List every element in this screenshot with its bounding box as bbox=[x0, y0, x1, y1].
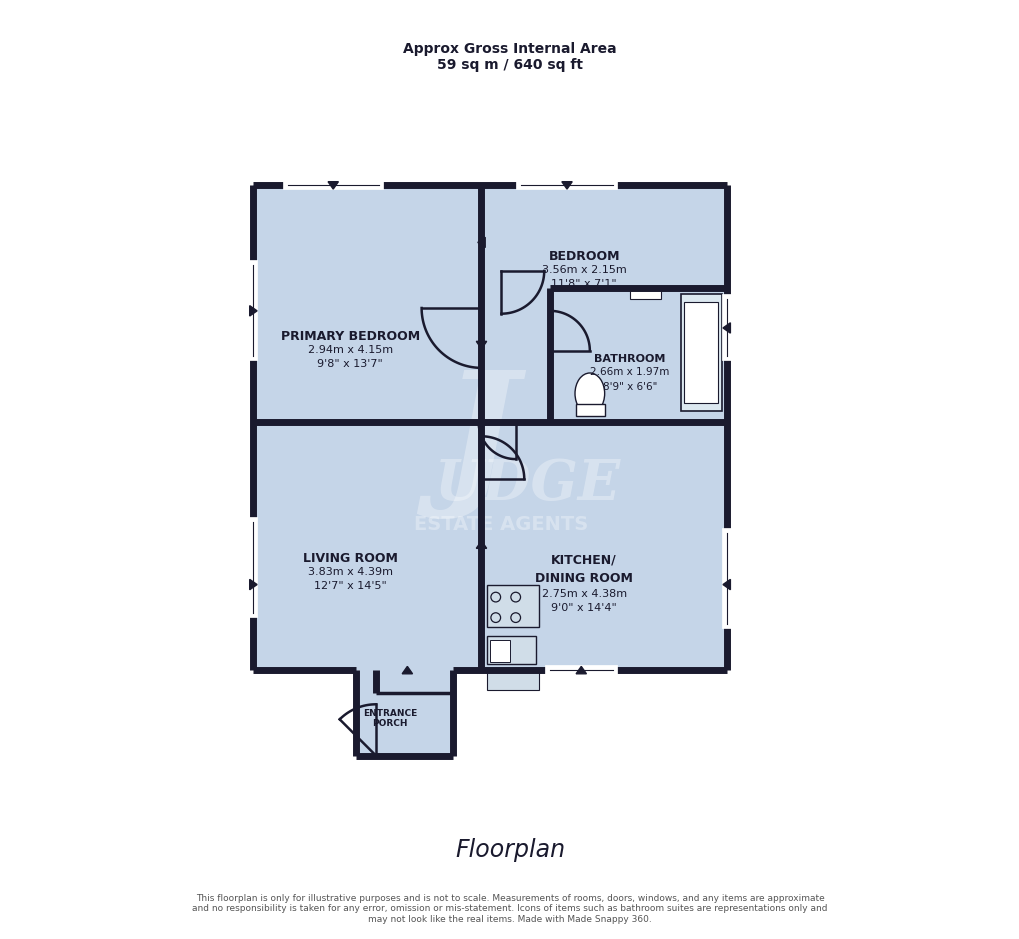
Polygon shape bbox=[476, 342, 486, 348]
Text: BEDROOM: BEDROOM bbox=[548, 250, 620, 263]
Polygon shape bbox=[722, 579, 730, 590]
Bar bbox=[489, 639, 510, 662]
Text: LIVING ROOM: LIVING ROOM bbox=[303, 552, 397, 565]
Text: 3.83m x 4.39m: 3.83m x 4.39m bbox=[308, 567, 392, 577]
Bar bbox=[487, 585, 538, 627]
Text: This floorplan is only for illustrative purposes and is not to scale. Measuremen: This floorplan is only for illustrative … bbox=[192, 894, 827, 924]
Bar bbox=[575, 404, 604, 416]
Text: 2.75m x 4.38m: 2.75m x 4.38m bbox=[541, 589, 626, 599]
Polygon shape bbox=[250, 306, 257, 316]
Text: 8'9" x 6'6": 8'9" x 6'6" bbox=[602, 381, 656, 392]
Text: J: J bbox=[440, 365, 516, 519]
Bar bbox=[684, 301, 717, 403]
Polygon shape bbox=[477, 238, 485, 248]
Polygon shape bbox=[561, 181, 572, 189]
Text: 9'0" x 14'4": 9'0" x 14'4" bbox=[550, 603, 616, 613]
Polygon shape bbox=[328, 181, 338, 189]
Ellipse shape bbox=[575, 373, 604, 414]
Polygon shape bbox=[401, 667, 412, 674]
Bar bbox=[487, 636, 535, 665]
Bar bbox=[487, 670, 538, 690]
Text: KITCHEN/: KITCHEN/ bbox=[550, 553, 616, 566]
Text: 2.94m x 4.15m: 2.94m x 4.15m bbox=[308, 345, 392, 355]
Polygon shape bbox=[250, 579, 257, 590]
Polygon shape bbox=[576, 667, 586, 674]
Polygon shape bbox=[476, 541, 486, 548]
Text: Floorplan: Floorplan bbox=[454, 838, 565, 862]
Text: PRIMARY BEDROOM: PRIMARY BEDROOM bbox=[280, 330, 420, 343]
Bar bbox=[629, 290, 660, 300]
Text: UDGE: UDGE bbox=[434, 457, 620, 513]
Bar bbox=[681, 294, 721, 410]
Polygon shape bbox=[356, 670, 452, 756]
Text: BATHROOM: BATHROOM bbox=[593, 354, 664, 364]
Text: DINING ROOM: DINING ROOM bbox=[535, 572, 633, 585]
Polygon shape bbox=[253, 185, 726, 670]
Text: 11'8" x 7'1": 11'8" x 7'1" bbox=[551, 279, 616, 289]
Text: 2.66m x 1.97m: 2.66m x 1.97m bbox=[589, 367, 668, 377]
Text: Approx Gross Internal Area
59 sq m / 640 sq ft: Approx Gross Internal Area 59 sq m / 640… bbox=[403, 42, 616, 72]
Text: 9'8" x 13'7": 9'8" x 13'7" bbox=[317, 359, 383, 369]
Text: 12'7" x 14'5": 12'7" x 14'5" bbox=[314, 581, 386, 592]
Text: ENTRANCE
PORCH: ENTRANCE PORCH bbox=[363, 709, 417, 729]
Text: 3.56m x 2.15m: 3.56m x 2.15m bbox=[541, 265, 626, 275]
Polygon shape bbox=[722, 323, 730, 333]
Text: ESTATE AGENTS: ESTATE AGENTS bbox=[414, 516, 588, 534]
